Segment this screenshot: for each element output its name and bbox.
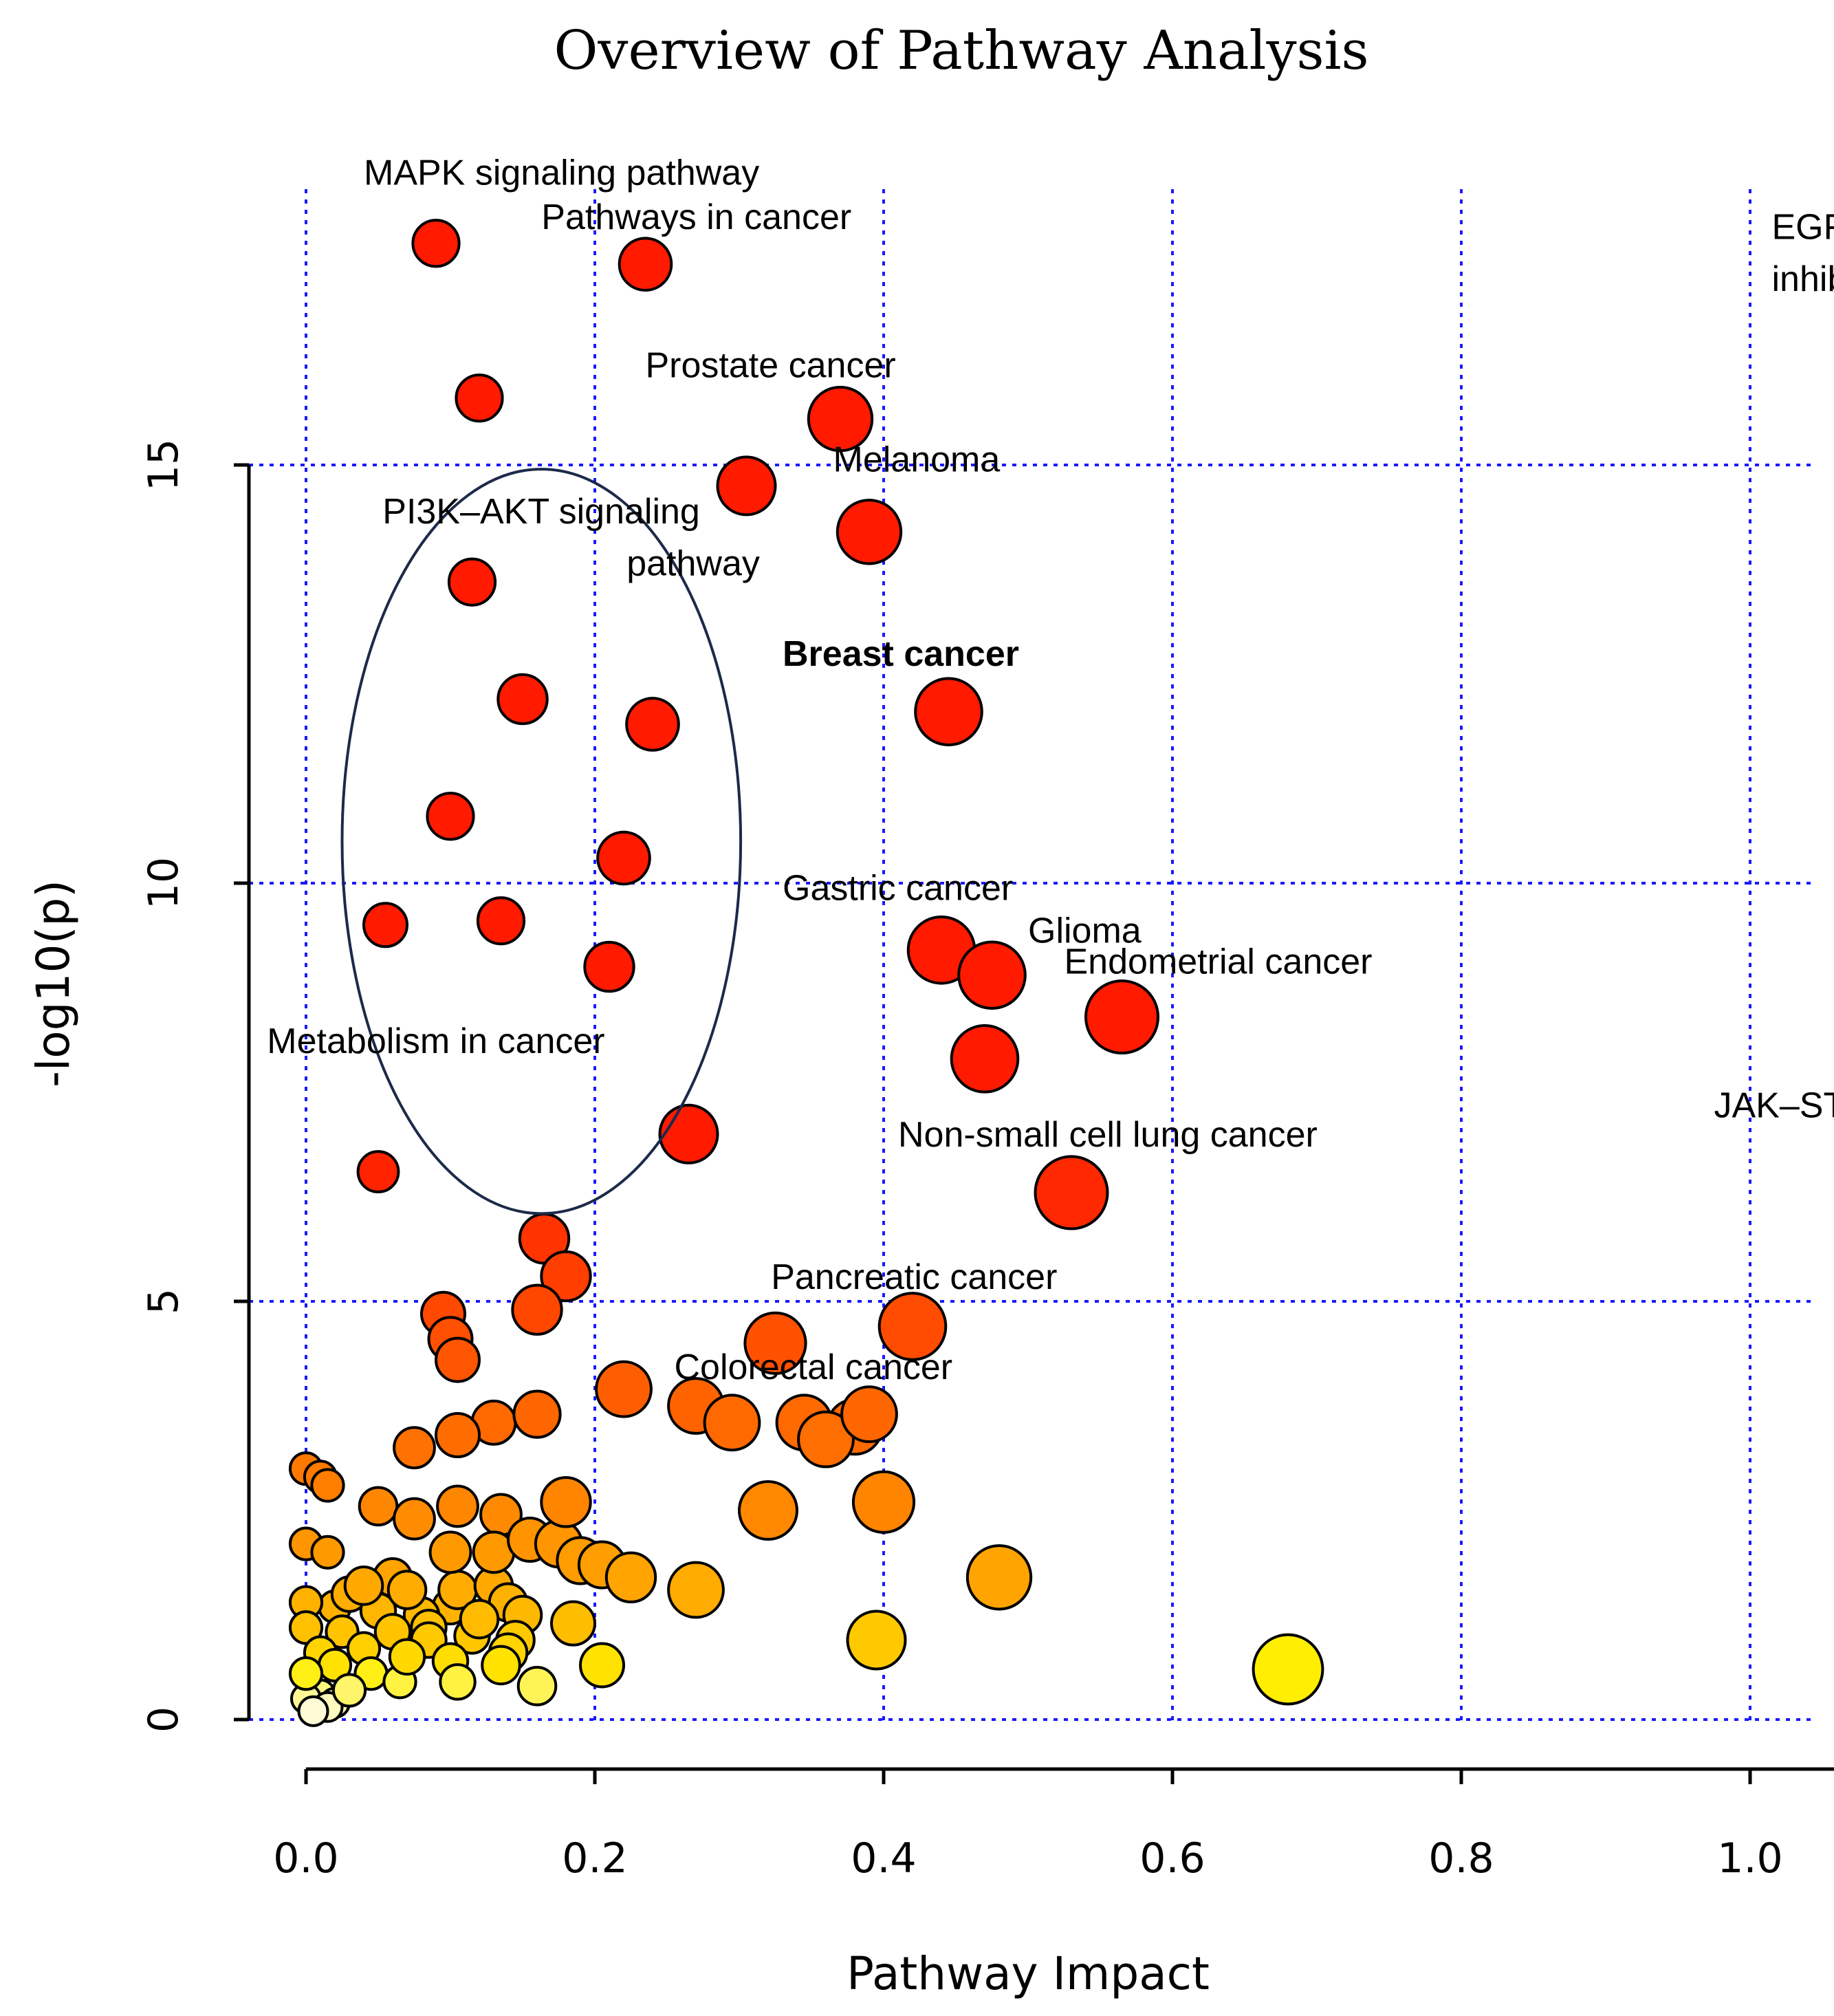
data-point [604,1551,657,1603]
data-point [914,677,983,747]
data-point [356,1150,400,1193]
data-point [596,830,651,886]
annotation-label: EGFR tyrosine kinase [1772,208,1834,248]
data-point [435,1412,481,1459]
data-point [540,1476,592,1528]
ticks-layer: 0.00.20.40.60.81.01.21.4051015 [140,439,1783,1883]
annotation-label: Melanoma [833,440,1001,480]
data-point [965,1544,1033,1611]
data-point [476,896,526,946]
data-point [716,455,777,517]
data-point [540,1250,592,1303]
data-point [583,940,635,993]
annotation-label: MAPK signaling pathway [364,153,759,193]
data-point [851,1470,916,1534]
data-point [310,1535,345,1570]
data-point [459,1598,500,1640]
annotation-label: Glioma [1028,911,1142,951]
x-tick-label: 1.0 [1717,1834,1782,1883]
data-points-layer [288,219,1324,1727]
data-point [436,1484,479,1528]
annotation-label: Metabolism in cancer [267,1021,604,1061]
data-point [455,373,504,423]
data-point [1252,1633,1324,1706]
data-point [331,1673,367,1708]
annotation-label: Pancreatic cancer [771,1257,1057,1297]
data-point [846,1609,907,1671]
y-tick-label: 0 [140,1706,188,1733]
annotation-label: PI3K–AKT signaling [382,492,700,532]
data-point [738,1480,798,1541]
y-tick-label: 10 [140,857,188,909]
data-point [1034,1155,1109,1231]
data-point [310,1468,345,1503]
annotation-label: JAK–STAT signaling pathway [1714,1085,1834,1125]
data-point [877,1292,948,1361]
data-point [426,792,475,841]
data-point [836,499,903,565]
data-point [595,1360,653,1418]
data-point [481,1645,521,1686]
annotation-label: Endometrial cancer [1065,942,1373,982]
data-point [579,1642,625,1689]
data-point [743,1311,807,1375]
data-point [512,1389,562,1439]
y-axis-title: -log10(p) [27,880,80,1087]
annotation-label: Pathways in cancer [541,197,851,237]
annotation-label: Colorectal cancer [675,1347,953,1387]
data-point [288,1656,324,1691]
x-tick-label: 0.4 [851,1834,916,1883]
data-point [358,1486,399,1527]
data-point [386,1570,428,1610]
metabolism-cluster-ellipse [340,468,743,1215]
data-point [393,1426,436,1470]
x-tick-label: 0.0 [273,1834,338,1883]
data-point [807,385,874,453]
data-point [343,1565,384,1606]
x-tick-label: 0.8 [1428,1834,1494,1883]
data-point [840,1385,898,1444]
data-point [703,1394,761,1452]
data-point [550,1600,596,1647]
data-point [625,697,680,752]
data-point [511,1283,563,1336]
y-tick-label: 5 [140,1288,188,1314]
data-point [658,1103,719,1164]
data-point [496,673,549,726]
data-point [618,237,673,292]
data-point [435,1336,481,1383]
annotation-label: Breast cancer [783,634,1019,674]
annotation-label: inhibitor resistance [1772,259,1834,299]
data-point [667,1561,725,1619]
data-point [393,1497,436,1541]
axes-layer [247,465,1834,1771]
data-point [516,1666,558,1706]
data-point [1084,979,1159,1055]
data-point [447,557,497,607]
data-point [362,902,408,949]
data-point [797,1410,855,1468]
data-point [411,219,461,268]
annotation-label: pathway [626,544,760,584]
data-point [957,940,1027,1010]
annotation-label: Gastric cancer [783,868,1013,908]
data-point [297,1695,329,1727]
data-point [388,1638,426,1676]
x-tick-label: 0.2 [562,1834,627,1883]
x-tick-label: 0.6 [1139,1834,1205,1883]
data-point [439,1663,477,1701]
y-tick-label: 15 [140,439,188,491]
data-point [950,1024,1020,1094]
x-axis-title: Pathway Impact [847,1947,1210,2000]
annotation-label: Non-small cell lung cancer [898,1115,1318,1155]
data-point [428,1530,472,1574]
chart-title: Overview of Pathway Analysis [554,20,1368,82]
annotation-label: Prostate cancer [646,345,896,385]
